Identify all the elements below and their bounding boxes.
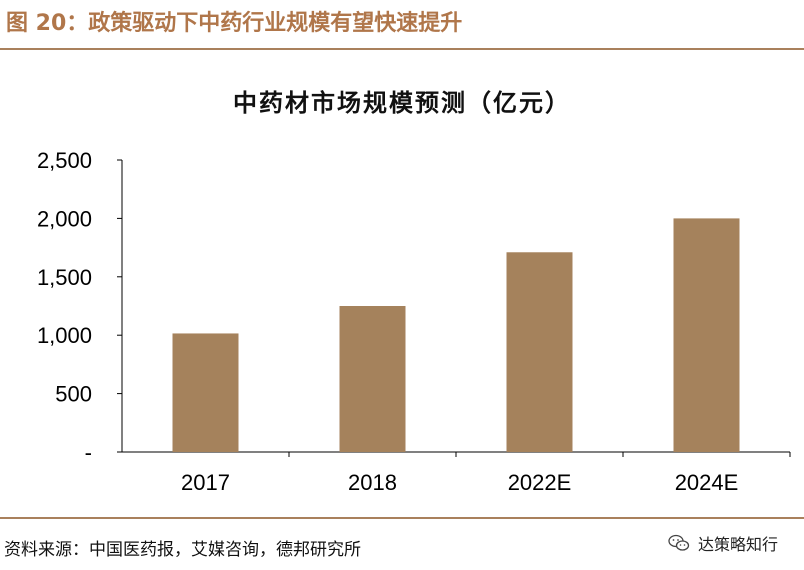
y-tick-label: 1,000 bbox=[37, 323, 92, 348]
y-tick-label: 2,500 bbox=[37, 148, 92, 173]
x-tick-label: 2018 bbox=[348, 470, 397, 495]
bar bbox=[172, 333, 239, 452]
x-tick-label: 2022E bbox=[508, 470, 572, 495]
header-rule bbox=[0, 48, 804, 50]
watermark: 达策略知行 bbox=[668, 531, 778, 555]
bar bbox=[339, 306, 406, 452]
footer-rule bbox=[0, 517, 804, 519]
y-tick-label: 1,500 bbox=[37, 265, 92, 290]
figure-header: 图 20：政策驱动下中药行业规模有望快速提升 bbox=[6, 11, 463, 36]
bar bbox=[506, 252, 573, 452]
x-tick-label: 2017 bbox=[181, 470, 230, 495]
chart-title: 中药材市场规模预测（亿元） bbox=[233, 89, 571, 117]
wechat-icon bbox=[668, 534, 690, 551]
y-tick-label: 2,000 bbox=[37, 206, 92, 231]
y-tick-label: 500 bbox=[55, 382, 92, 407]
bar-chart: - 500 1,000 1,500 2,000 2,500 2017 2018 2022E 202… bbox=[37, 148, 791, 495]
source-note: 资料来源：中国医药报，艾媒咨询，德邦研究所 bbox=[4, 540, 361, 560]
watermark-text: 达策略知行 bbox=[697, 535, 778, 554]
x-tick-label: 2024E bbox=[675, 470, 739, 495]
bar bbox=[673, 218, 740, 452]
y-tick-label: - bbox=[85, 440, 92, 465]
